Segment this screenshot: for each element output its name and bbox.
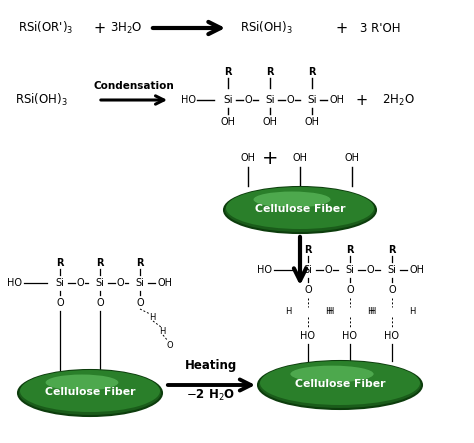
Ellipse shape (254, 191, 330, 207)
Text: RSi(OH)$_3$: RSi(OH)$_3$ (15, 92, 68, 108)
Text: $-$2 H$_2$O: $-$2 H$_2$O (186, 388, 236, 403)
Text: OH: OH (263, 117, 277, 127)
Text: Si: Si (307, 95, 317, 105)
Text: OH: OH (292, 153, 308, 163)
Text: +: + (94, 20, 106, 35)
Text: R: R (266, 67, 274, 77)
Text: R: R (224, 67, 232, 77)
Text: Si: Si (265, 95, 275, 105)
Ellipse shape (224, 187, 376, 233)
Ellipse shape (226, 187, 374, 229)
Text: O: O (366, 265, 374, 275)
Text: Cellulose Fiber: Cellulose Fiber (295, 379, 385, 389)
Text: Cellulose Fiber: Cellulose Fiber (45, 387, 135, 397)
Text: O: O (56, 298, 64, 308)
Text: OH: OH (345, 153, 359, 163)
Text: +: + (336, 20, 348, 35)
Text: OH: OH (330, 95, 345, 105)
Text: OH: OH (410, 265, 425, 275)
Ellipse shape (46, 374, 118, 390)
Text: RSi(OH)$_3$: RSi(OH)$_3$ (240, 20, 293, 36)
Text: O: O (346, 285, 354, 295)
Text: R: R (56, 258, 64, 268)
Text: 3 R'OH: 3 R'OH (360, 22, 401, 35)
Text: O: O (286, 95, 294, 105)
Ellipse shape (18, 370, 162, 416)
Text: O: O (167, 341, 173, 350)
Text: O: O (136, 298, 144, 308)
Text: HO: HO (181, 95, 196, 105)
Text: H: H (285, 307, 291, 316)
Text: H: H (327, 307, 333, 316)
Ellipse shape (20, 370, 160, 412)
Text: Si: Si (346, 265, 355, 275)
Text: 2H$_2$O: 2H$_2$O (382, 93, 415, 108)
Text: Si: Si (96, 278, 104, 288)
Text: Si: Si (223, 95, 233, 105)
Text: Condensation: Condensation (94, 81, 174, 91)
Text: O: O (324, 265, 332, 275)
Text: Si: Si (55, 278, 64, 288)
Text: Si: Si (388, 265, 396, 275)
Text: R: R (304, 245, 312, 255)
Text: O: O (304, 285, 312, 295)
Text: H: H (409, 307, 415, 316)
Text: HO: HO (384, 331, 400, 341)
Text: OH: OH (220, 117, 236, 127)
Text: HO: HO (301, 331, 316, 341)
Text: R: R (96, 258, 104, 268)
Ellipse shape (260, 361, 420, 405)
Text: R: R (346, 245, 354, 255)
Text: H: H (367, 307, 373, 316)
Text: O: O (76, 278, 84, 288)
Text: Cellulose Fiber: Cellulose Fiber (255, 204, 345, 214)
Text: R: R (136, 258, 144, 268)
Text: O: O (96, 298, 104, 308)
Text: O: O (116, 278, 124, 288)
Text: HO: HO (257, 265, 272, 275)
Text: O: O (244, 95, 252, 105)
Text: R: R (388, 245, 396, 255)
Text: Heating: Heating (185, 358, 237, 372)
Text: OH: OH (158, 278, 173, 288)
Text: O: O (388, 285, 396, 295)
Text: RSi(OR')$_3$: RSi(OR')$_3$ (18, 20, 73, 36)
Text: H: H (325, 307, 331, 316)
Text: HO: HO (343, 331, 357, 341)
Text: OH: OH (240, 153, 255, 163)
Text: 3H$_2$O: 3H$_2$O (110, 20, 142, 35)
Text: +: + (262, 148, 278, 167)
Text: +: + (356, 93, 368, 108)
Text: HO: HO (7, 278, 22, 288)
Ellipse shape (291, 365, 374, 382)
Text: H: H (159, 326, 165, 335)
Text: H: H (149, 312, 155, 322)
Text: Si: Si (136, 278, 145, 288)
Ellipse shape (258, 361, 422, 409)
Text: H: H (369, 307, 375, 316)
Text: OH: OH (304, 117, 319, 127)
Text: Si: Si (303, 265, 312, 275)
Text: R: R (308, 67, 316, 77)
